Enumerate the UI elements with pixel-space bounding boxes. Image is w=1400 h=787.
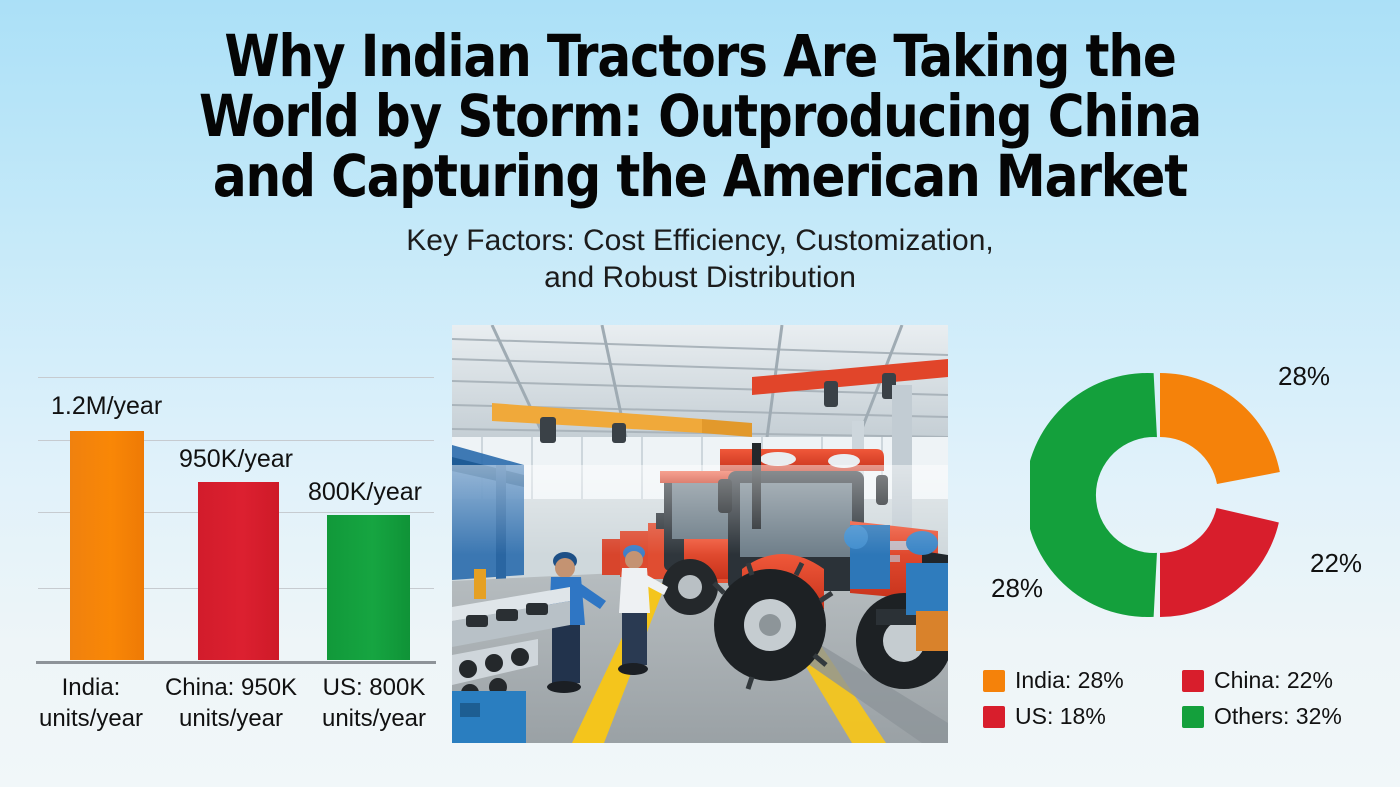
donut-callout-china: 22%	[1310, 548, 1363, 578]
bar-tick-label-us: US: 800K units/year	[304, 672, 444, 734]
bar-tick-label-china: China: 950K units/year	[158, 672, 304, 734]
bar-tick-label-india-line2: units/year	[38, 705, 144, 732]
donut-slice-china	[1160, 508, 1279, 617]
donut-callout-india: 28%	[1278, 361, 1331, 391]
legend-item-china: China: 22%	[1182, 667, 1367, 694]
donut-chart: 28% 22% 28% India: 28% China: 22% US: 18…	[955, 345, 1385, 745]
legend-swatch-others-icon	[1182, 705, 1204, 728]
bar-plot-area: 1.2M/year 950K/year 800K/year	[38, 360, 434, 660]
bar-india	[70, 431, 144, 660]
title-line-2: World by Storm: Outproducing China	[198, 82, 1202, 150]
factory-photo-image	[452, 325, 948, 743]
bar-value-india: 1.2M/year	[51, 392, 163, 420]
bar-value-us: 800K/year	[308, 478, 422, 506]
legend-swatch-us-icon	[983, 705, 1005, 728]
donut-slice-india	[1160, 373, 1280, 485]
bar-tick-label-india: India: units/year	[24, 672, 158, 734]
bar-axis-line	[36, 661, 436, 664]
bar-chart: 1.2M/year 950K/year 800K/year India: uni…	[24, 350, 444, 750]
bar-tick-labels: India: units/year China: 950K units/year…	[24, 672, 444, 734]
subtitle-line-1: Key Factors: Cost Efficiency, Customizat…	[406, 224, 994, 257]
legend-label-us: US: 18%	[1015, 703, 1106, 729]
bar-tick-label-us-line2: units/year	[321, 705, 427, 732]
donut-legend: India: 28% China: 22% US: 18% Others: 32…	[983, 667, 1383, 730]
legend-item-others: Others: 32%	[1182, 703, 1367, 730]
bar-value-china: 950K/year	[179, 445, 293, 473]
bar-tick-label-china-line1: China: 950K	[164, 674, 298, 701]
donut-slice-others	[1030, 373, 1157, 617]
bar-tick-label-india-line1: India:	[61, 674, 121, 701]
legend-item-india: India: 28%	[983, 667, 1168, 694]
legend-swatch-china-icon	[1182, 669, 1204, 692]
subtitle-line-2: and Robust Distribution	[544, 261, 856, 294]
legend-label-others: Others: 32%	[1214, 703, 1342, 729]
bar-tick-label-us-line1: US: 800K	[322, 674, 426, 701]
donut-callout-others: 28%	[991, 573, 1044, 603]
bar-china	[198, 482, 279, 660]
bar-us	[327, 515, 410, 660]
title-line-3: and Capturing the American Market	[212, 142, 1188, 210]
legend-swatch-india-icon	[983, 669, 1005, 692]
legend-label-india: India: 28%	[1015, 667, 1124, 693]
gridline	[38, 377, 434, 378]
title-line-1: Why Indian Tractors Are Taking the	[224, 22, 1177, 90]
bar-tick-label-china-line2: units/year	[178, 705, 284, 732]
header: Why Indian Tractors Are Taking the World…	[0, 26, 1400, 296]
legend-item-us: US: 18%	[983, 703, 1168, 730]
legend-label-china: China: 22%	[1214, 667, 1333, 693]
page-title: Why Indian Tractors Are Taking the World…	[0, 26, 1400, 206]
donut-chart-svg	[1030, 373, 1280, 617]
factory-photo	[452, 325, 948, 743]
gridline	[38, 440, 434, 441]
page-subtitle: Key Factors: Cost Efficiency, Customizat…	[0, 222, 1400, 296]
